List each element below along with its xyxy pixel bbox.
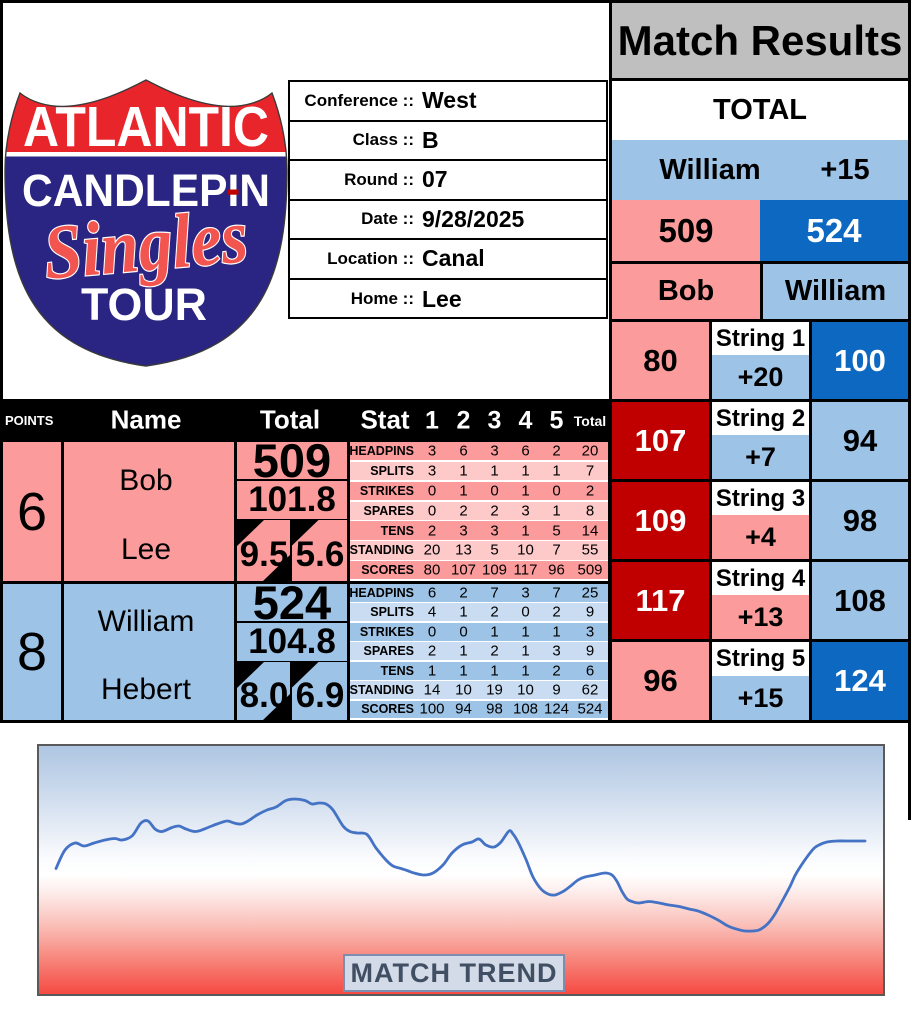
svg-text:ATLANTIC: ATLANTIC bbox=[23, 95, 269, 159]
svg-text:Singles: Singles bbox=[40, 192, 251, 295]
svg-text:TOUR: TOUR bbox=[81, 279, 207, 330]
